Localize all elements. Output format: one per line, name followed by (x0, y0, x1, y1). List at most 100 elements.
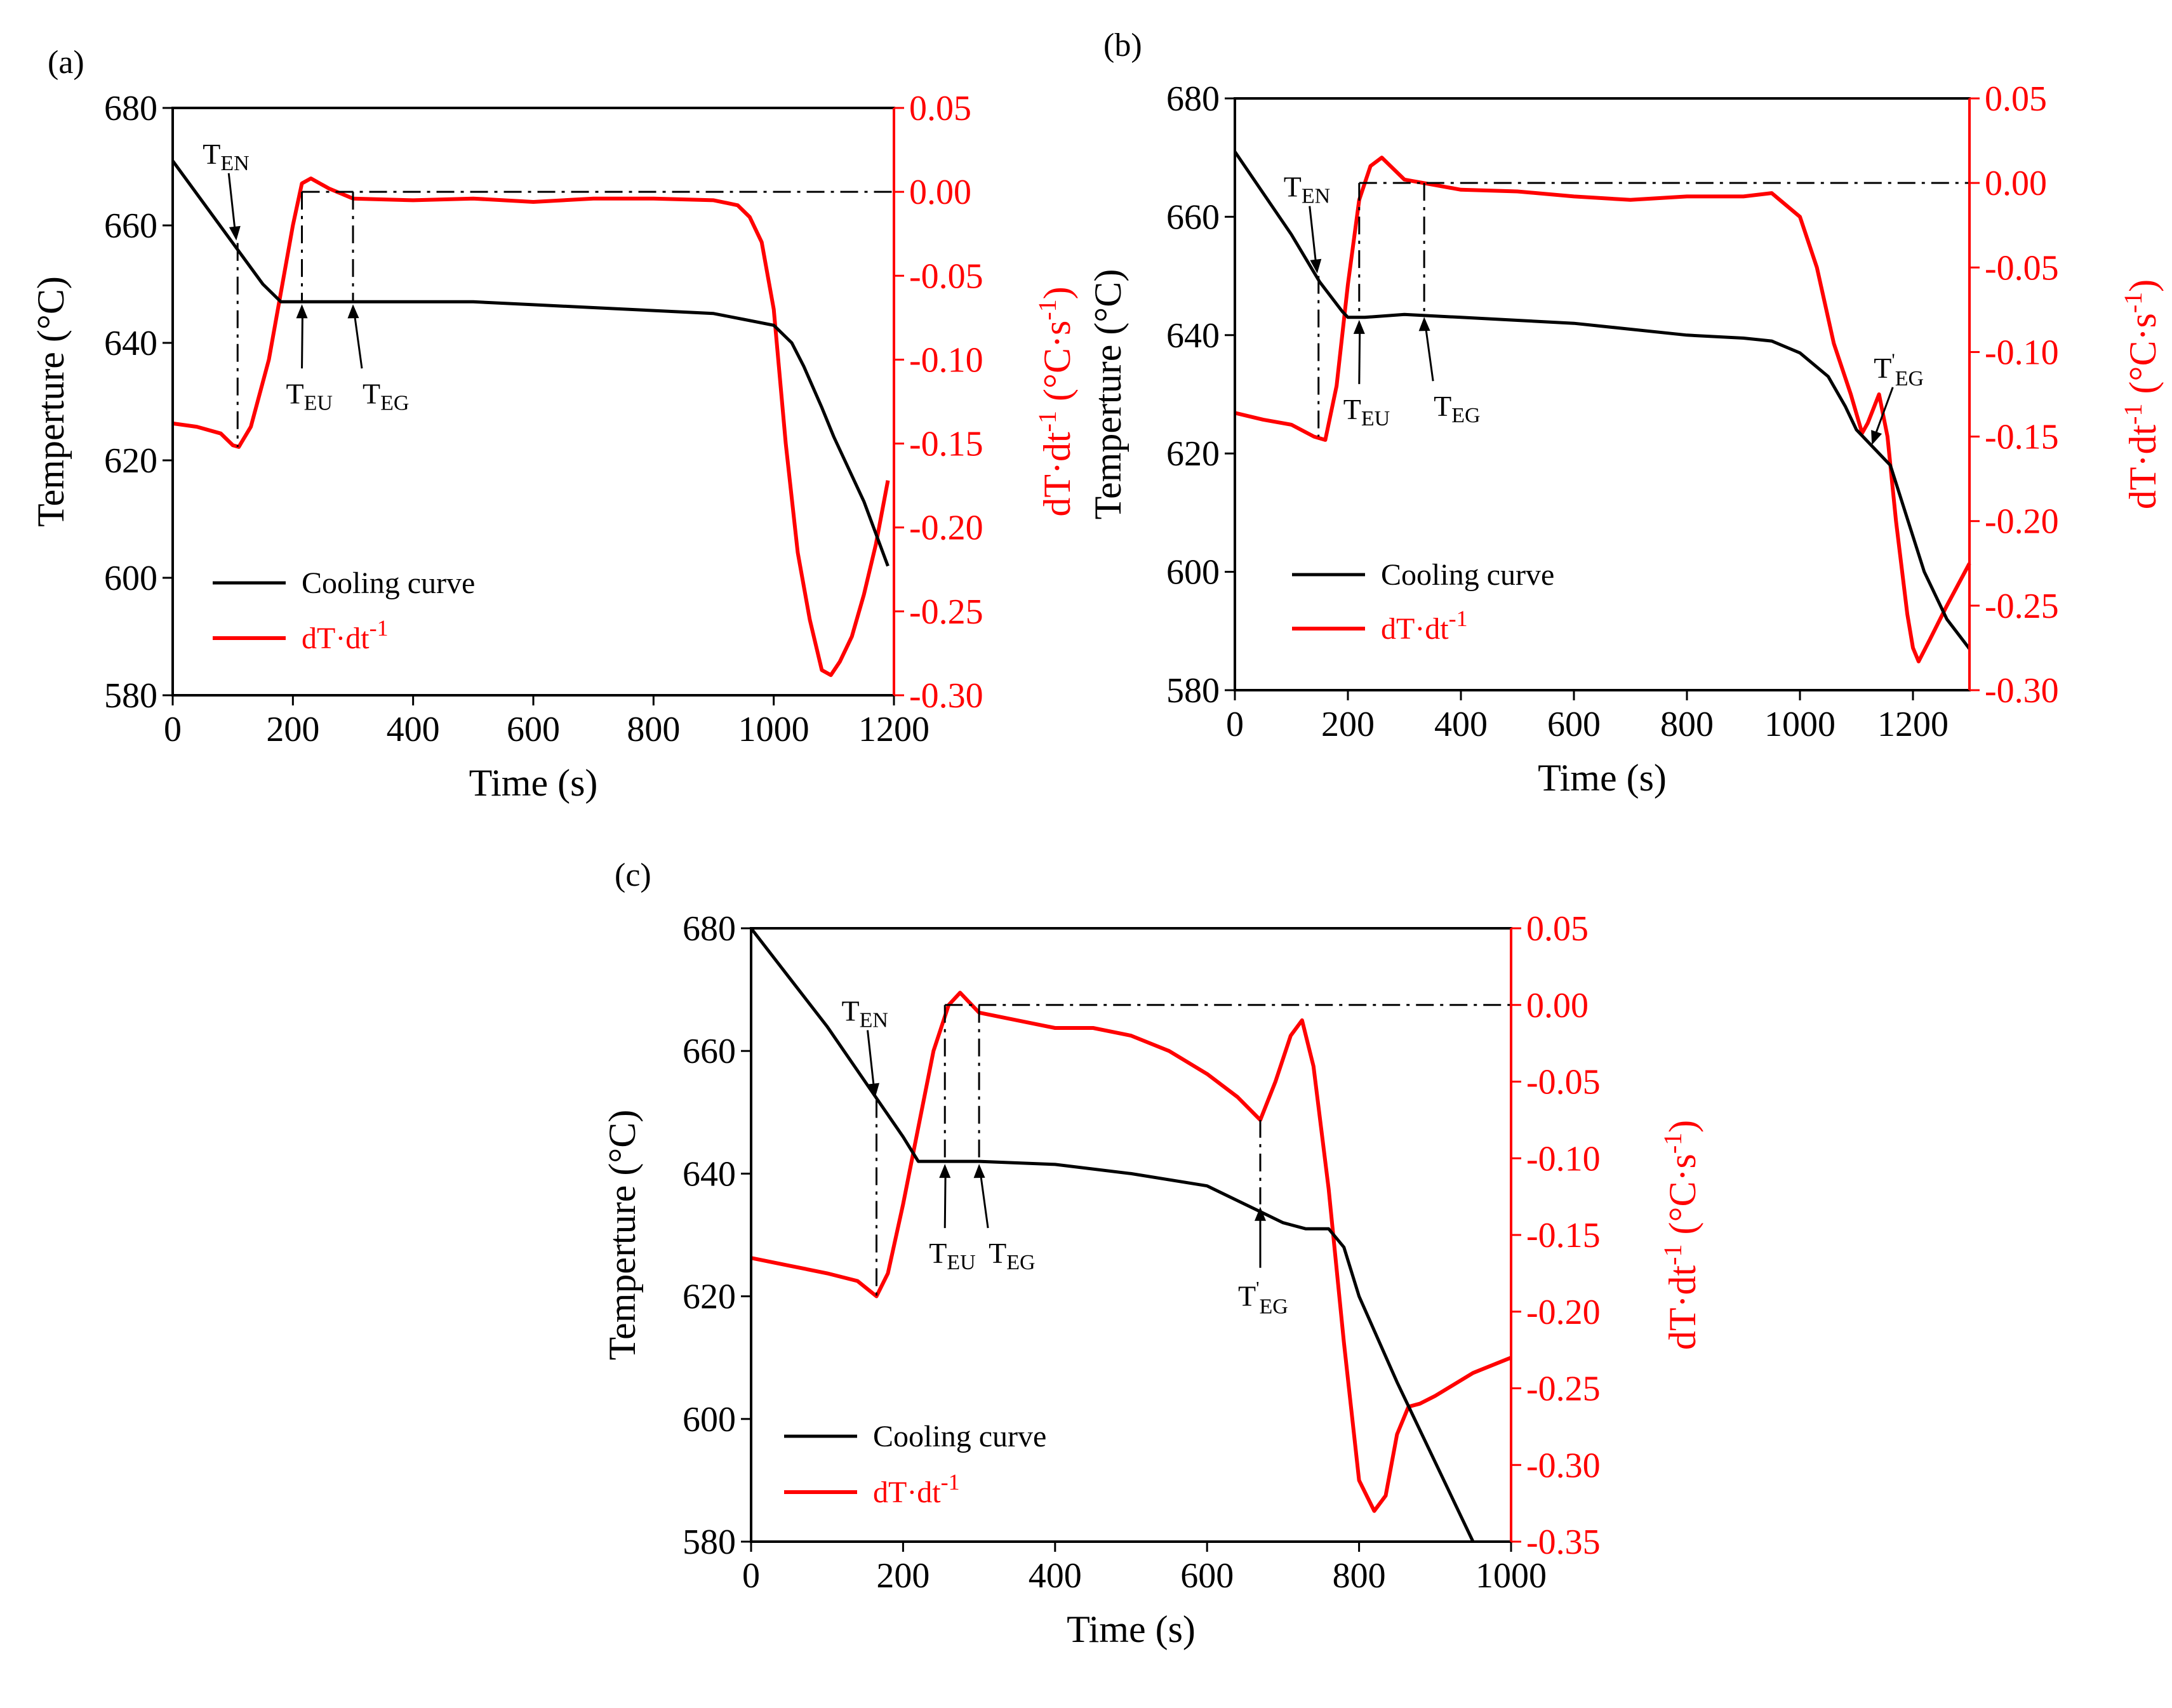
y2-tick-label: -0.05 (909, 257, 983, 296)
x-tick-label: 0 (742, 1556, 760, 1596)
arrow-head (1310, 258, 1322, 274)
arrow-head (1871, 430, 1882, 445)
y2-tick-label: -0.25 (1526, 1370, 1601, 1409)
y-tick-label: 660 (104, 206, 157, 246)
arrow-head (939, 1164, 951, 1178)
y2-tick-label: -0.20 (1526, 1293, 1601, 1332)
annotation-label: TEG (363, 377, 409, 415)
y2-tick-label: -0.30 (1985, 671, 2059, 711)
arrow-shaft (1309, 206, 1318, 270)
arrow-shaft (867, 1030, 876, 1094)
x-tick-label: 800 (1333, 1556, 1386, 1596)
legend-label-derivative: dT·dt-1 (1381, 606, 1468, 646)
x-tick-label: 600 (507, 710, 560, 749)
y2-tick-label: -0.05 (1985, 248, 2059, 288)
x-axis-label: Time (s) (469, 762, 598, 804)
x-tick-label: 1000 (738, 710, 810, 749)
y2-tick-label: -0.10 (1985, 333, 2059, 372)
y2-tick-label: 0.00 (909, 173, 971, 212)
y2-tick-label: 0.05 (909, 89, 971, 128)
annotation-label: TEU (929, 1237, 975, 1274)
x-axis-label: Time (s) (1067, 1608, 1196, 1650)
arrow-shaft (227, 173, 237, 237)
x-tick-label: 1000 (1764, 705, 1836, 744)
panel-a: (a) TEN TEU TEG 0 200 400 600 800 1000 1200 580 600 6… (30, 44, 1078, 804)
y2-tick-label: -0.15 (1985, 418, 2059, 457)
cooling-curve (750, 927, 1475, 1543)
annotation-label: T'EG (1238, 1278, 1288, 1319)
y2-tick-label: -0.20 (909, 509, 983, 548)
cooling-curve (1233, 150, 1971, 650)
x-tick-label: 800 (1660, 705, 1714, 744)
y2-tick-label: -0.30 (1526, 1446, 1601, 1485)
y2-tick-label: 0.00 (1985, 164, 2047, 203)
x-tick-label: 1200 (858, 710, 929, 749)
arrow-head (347, 304, 359, 319)
y-tick-label: 640 (104, 324, 157, 363)
annotation-label: TEG (989, 1237, 1035, 1274)
x-tick-label: 200 (266, 710, 319, 749)
x-tick-label: 200 (1321, 705, 1375, 744)
x-tick-label: 400 (1434, 705, 1488, 744)
plot-frame (171, 107, 895, 697)
derivative-curve (172, 177, 890, 677)
annotation-label: TEG (1434, 390, 1480, 427)
annotation-label: TEU (286, 377, 333, 415)
legend-label-derivative: dT·dt-1 (873, 1469, 960, 1509)
y2-tick-label: -0.35 (1526, 1523, 1601, 1562)
y-tick-label: 600 (104, 559, 157, 598)
arrow-head (296, 304, 308, 319)
y-tick-label: 620 (1166, 434, 1220, 474)
y2-tick-label: 0.05 (1985, 79, 2047, 119)
y-tick-label: 600 (1166, 553, 1220, 592)
legend-label-cooling: Cooling curve (302, 566, 475, 600)
y-tick-label: 680 (683, 909, 736, 949)
panel-c: (c) TEN TEU TEG T'EG 0 200 400 600 800 1000 580 600 6… (601, 857, 1703, 1650)
y-tick-label: 660 (683, 1032, 736, 1071)
x-tick-label: 1200 (1877, 705, 1949, 744)
panel-label: (b) (1103, 27, 1142, 63)
x-tick-label: 800 (627, 710, 680, 749)
annotation-label: TEU (1343, 393, 1390, 430)
y-tick-label: 580 (683, 1523, 736, 1562)
arrow-head (1254, 1206, 1266, 1221)
x-tick-label: 200 (876, 1556, 929, 1596)
x-tick-label: 400 (387, 710, 440, 749)
x-tick-label: 600 (1547, 705, 1601, 744)
derivative-curve (750, 991, 1512, 1513)
y2-axis-label: dT·dt-1 (°C·s-1) (1033, 286, 1078, 516)
y2-tick-label: -0.10 (1526, 1139, 1601, 1178)
y-tick-label: 660 (1166, 197, 1220, 237)
y2-tick-label: -0.15 (909, 425, 983, 464)
y2-axis-label: dT·dt-1 (°C·s-1) (1658, 1120, 1703, 1350)
y2-tick-label: -0.15 (1526, 1216, 1601, 1255)
y2-tick-label: -0.25 (909, 592, 983, 632)
y2-tick-label: 0.00 (1526, 986, 1589, 1025)
y-axis-label: Temperture (°C) (1087, 269, 1129, 520)
legend-label-cooling: Cooling curve (873, 1420, 1046, 1453)
x-tick-label: 1000 (1476, 1556, 1547, 1596)
panel-label: (a) (48, 44, 84, 81)
y-tick-label: 680 (104, 89, 157, 128)
y2-tick-label: 0.05 (1526, 909, 1589, 949)
x-axis-label: Time (s) (1538, 757, 1667, 799)
arrow-head (973, 1164, 985, 1178)
annotation-label: TEN (1284, 171, 1330, 208)
arrow-head (1418, 317, 1430, 331)
arrow-head (868, 1083, 880, 1098)
y-tick-label: 580 (1166, 671, 1220, 711)
y2-tick-label: -0.20 (1985, 502, 2059, 542)
y-tick-label: 600 (683, 1400, 736, 1439)
y-tick-label: 580 (104, 676, 157, 716)
arrow-head (229, 225, 241, 241)
y2-tick-label: -0.25 (1985, 587, 2059, 626)
y-axis-label: Temperture (°C) (601, 1110, 643, 1361)
x-tick-label: 0 (1226, 705, 1244, 744)
arrow-head (1353, 319, 1365, 334)
y2-tick-label: -0.05 (1526, 1063, 1601, 1102)
y-tick-label: 680 (1166, 79, 1220, 119)
legend-label-cooling: Cooling curve (1381, 558, 1554, 592)
legend-label-derivative: dT·dt-1 (302, 615, 389, 655)
annotation-label: TEN (842, 994, 888, 1032)
